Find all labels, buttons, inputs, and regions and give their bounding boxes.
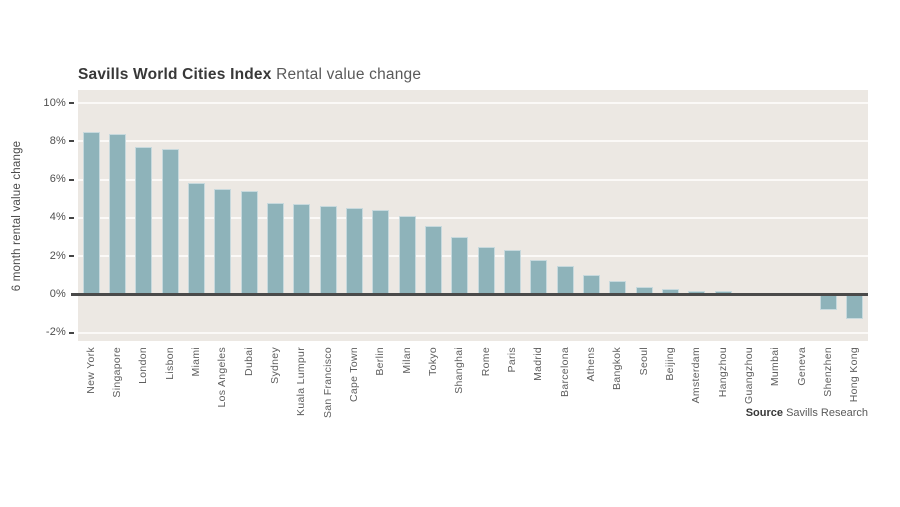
y-tick-label: 2% [49,249,66,262]
y-axis-title: 6 month rental value change [11,140,23,292]
gridline [78,178,868,181]
x-axis-label: Cape Town [348,347,360,403]
x-axis-label: Geneva [795,347,808,386]
gridline [78,102,868,104]
bar-kuala-lumpur [293,204,311,295]
x-axis-label: Tokyo [427,347,439,376]
x-axis-label: Shenzhen [822,347,834,397]
x-axis-label: London [137,347,150,384]
y-tick-label: 4% [49,211,66,224]
x-axis-label: Madrid [532,347,545,381]
bar-lisbon [161,148,179,295]
bar-barcelona [556,265,574,295]
x-axis-label: Barcelona [558,347,571,397]
plot-area [71,90,868,341]
x-axis-label: Mumbai [769,347,782,387]
bar-hong-kong [846,294,864,320]
x-axis-label: Beijing [664,347,676,381]
bar-sydney [267,202,284,295]
x-axis-label: Miami [190,347,202,377]
y-tick-mark [69,140,74,143]
bar-paris [504,250,521,295]
x-axis-label: Milan [400,347,413,374]
x-axis-label: Sydney [269,347,281,384]
y-tick-label: 6% [49,173,66,186]
y-tick-label: -2% [45,326,66,339]
bar-miami [188,183,205,295]
x-axis-label: Amsterdam [690,347,703,404]
x-axis-label: New York [84,347,97,394]
bar-rome [477,246,495,295]
y-tick-mark [69,255,74,258]
x-axis-label: Hangzhou [716,347,729,398]
chart-title-bold: Savills World Cities Index [78,66,272,83]
x-axis-label: Los Angeles [216,347,229,408]
x-axis-label: Lisbon [163,347,176,380]
bar-new-york [82,131,100,295]
bar-los-angeles [214,189,232,295]
y-tick-label: 8% [49,134,66,147]
y-tick-mark [69,178,74,181]
x-axis-label: Rome [479,347,492,377]
gridline [78,140,868,143]
zero-axis-line [71,293,868,296]
x-axis-label: Hong Kong [848,347,861,403]
y-tick-mark [69,216,74,219]
chart-title-regular: Rental value change [276,66,422,83]
gridline [78,331,868,334]
bar-berlin [372,210,390,295]
x-axis-label: Athens [585,347,597,382]
bar-dubai [240,191,258,295]
chart-title: Savills World Cities Index Rental value … [78,66,421,84]
bar-london [135,147,153,295]
bar-cape-town [346,208,363,295]
x-axis-label: Dubai [242,347,255,376]
bar-san-francisco [319,206,337,295]
x-axis-label: Berlin [374,347,387,376]
y-tick-mark [69,102,74,104]
x-axis-label: Singapore [111,347,123,398]
bar-madrid [530,260,548,295]
bar-shenzhen [820,294,837,310]
x-axis-label: Seoul [637,347,650,376]
gridline [78,255,868,258]
x-axis-label: Shanghai [453,347,466,394]
bar-singapore [109,133,126,295]
y-tick-label: 10% [43,96,66,109]
source-label: Source [745,407,784,419]
bar-milan [398,215,416,295]
x-axis-label: Bangkok [611,347,624,390]
y-tick-mark [69,331,74,334]
y-tick-label: 0% [49,288,66,300]
bar-shanghai [451,237,469,295]
x-axis-label: Kuala Lumpur [295,347,308,416]
x-axis-label: San Francisco [321,347,334,419]
source-text: Savills Research [786,407,868,419]
source-note: Source Savills Research [746,407,868,419]
bar-tokyo [425,225,442,295]
bar-athens [583,275,600,295]
gridline [78,216,868,219]
x-axis-label: Guangzhou [743,347,755,404]
x-axis-label: Paris [506,347,518,373]
